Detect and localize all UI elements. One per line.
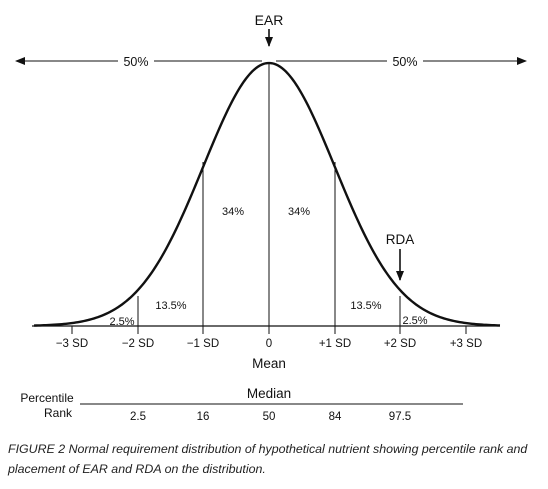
percentile-value-16: 16 <box>197 411 210 423</box>
axis-title-mean: Mean <box>252 356 286 371</box>
percentile-value-97-5: 97.5 <box>389 411 411 423</box>
percentile-value-50: 50 <box>263 411 276 423</box>
axis-tick-minus3: −3 SD <box>56 338 88 350</box>
rda-label: RDA <box>386 232 415 247</box>
area-label-left-center: 34% <box>222 206 244 218</box>
area-label-right-center: 34% <box>288 206 310 218</box>
axis-tick-plus2: +2 SD <box>384 338 416 350</box>
percentile-header-median: Median <box>247 386 291 401</box>
axis-tick-minus1: −1 SD <box>187 338 219 350</box>
axis-tick-minus2: −2 SD <box>122 338 154 350</box>
area-label-left-mid: 13.5% <box>155 300 186 312</box>
axis-tick-plus3: +3 SD <box>450 338 482 350</box>
normal-distribution-figure: EAR 50% 50% 2.5% 13.5% 34% 34% 13.5% 2.5… <box>15 12 527 423</box>
figure-caption: FIGURE 2 Normal requirement distribution… <box>8 442 528 476</box>
right-half-label: 50% <box>392 55 417 69</box>
axis-tick-plus1: +1 SD <box>319 338 351 350</box>
percentile-value-2-5: 2.5 <box>130 411 146 423</box>
ear-label: EAR <box>255 12 284 28</box>
axis-tick-zero: 0 <box>266 338 272 350</box>
percentile-row-label-line1: Percentile <box>20 391 74 405</box>
area-label-right-mid: 13.5% <box>350 300 381 312</box>
left-half-label: 50% <box>123 55 148 69</box>
area-label-right-tail: 2.5% <box>402 315 427 327</box>
bell-curve <box>33 61 501 327</box>
percentile-row-label-line2: Rank <box>44 406 73 420</box>
area-label-left-tail: 2.5% <box>109 316 134 328</box>
percentile-value-84: 84 <box>329 411 342 423</box>
